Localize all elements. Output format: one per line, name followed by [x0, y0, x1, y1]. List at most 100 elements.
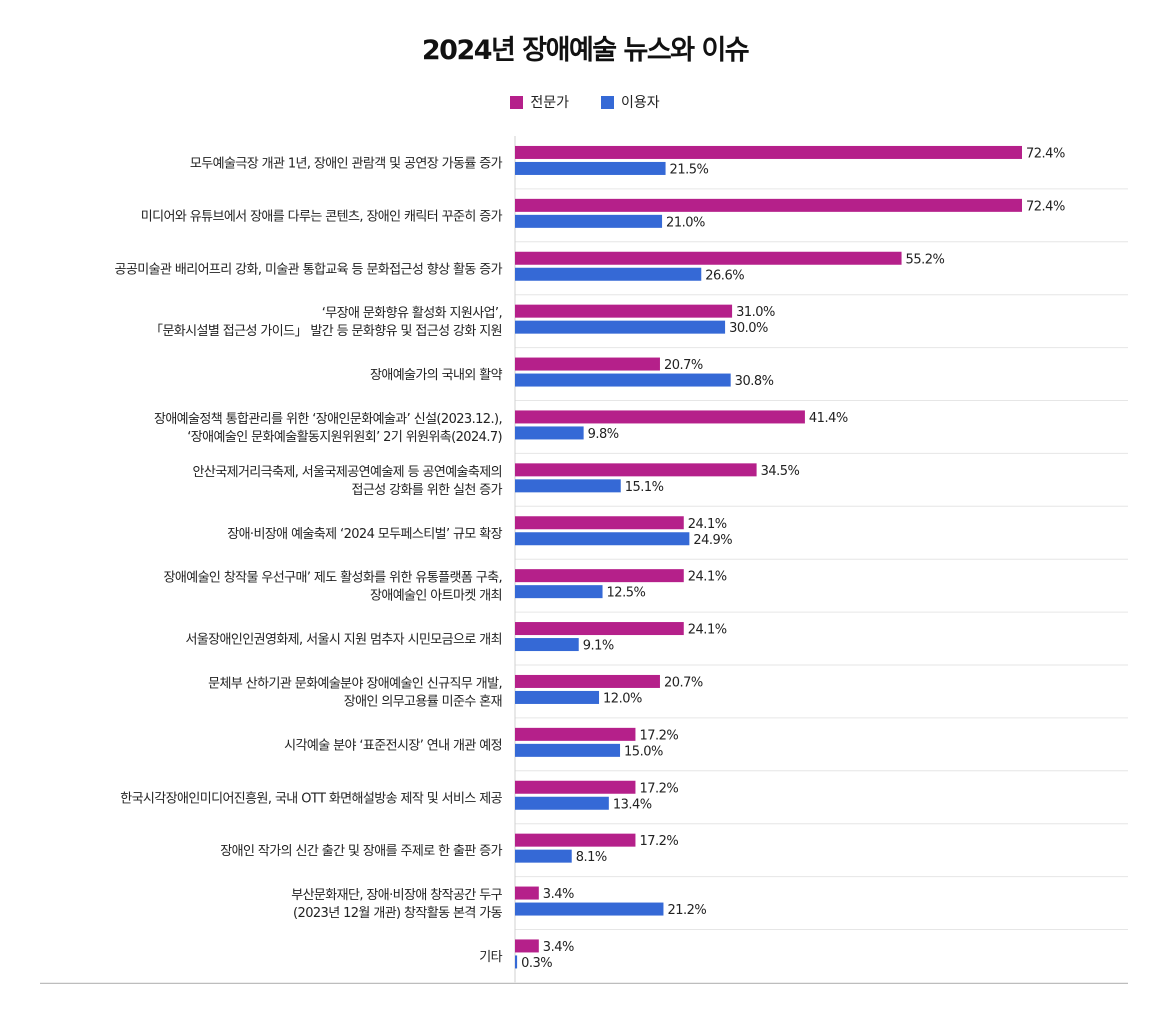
bar-expert	[515, 516, 684, 530]
bar-expert	[515, 727, 636, 741]
category-label-line: 기타	[479, 950, 502, 965]
bar-expert	[515, 780, 636, 794]
value-label-expert: 17.2%	[639, 834, 678, 849]
bar-expert	[515, 939, 539, 953]
bar-expert	[515, 304, 733, 318]
category-label: 미디어와 유튜브에서 장애를 다루는 콘텐츠, 장애인 캐릭터 꾸준히 증가	[141, 209, 503, 224]
category-label-line: 장애예술인 창작물 우선구매’ 제도 활성화를 위한 유통플랫폼 구축,	[163, 571, 502, 586]
bar-expert	[515, 622, 684, 636]
category-label-line: ‘장애예술인 문화예술활동지원위원회’ 2기 위원위촉(2024.7)	[187, 430, 502, 445]
value-label-user: 13.4%	[613, 797, 652, 812]
value-label-user: 8.1%	[576, 850, 607, 865]
bar-user	[515, 161, 666, 175]
value-label-expert: 3.4%	[543, 940, 574, 955]
legend-item-user: 이용자	[601, 92, 660, 112]
category-label: 기타	[479, 950, 502, 965]
value-label-user: 21.5%	[670, 162, 709, 177]
chart-title: 2024년 장애예술 뉴스와 이슈	[421, 35, 750, 66]
bar-user	[515, 743, 621, 757]
category-label: 문체부 산하기관 문화예술분야 장애예술인 신규직무 개발, 장애인 의무고용률 …	[208, 676, 502, 709]
value-label-expert: 17.2%	[639, 781, 678, 796]
bar-expert	[515, 410, 805, 424]
category-label: 장애예술가의 국내외 활약	[370, 368, 503, 383]
category-label-line: 장애인 의무고용률 미준수 혼재	[344, 694, 502, 709]
bar-user	[515, 320, 726, 334]
value-label-expert: 41.4%	[809, 411, 848, 426]
value-label-user: 15.0%	[624, 744, 663, 759]
category-label-line: 장애인 작가의 신간 출간 및 장애를 주제로 한 출판 증가	[220, 844, 502, 859]
category-label-line: (2023년 12월 개관) 창작활동 본격 가동	[293, 906, 503, 921]
bar-user	[515, 532, 690, 546]
value-label-expert: 3.4%	[543, 887, 574, 902]
category-label: 한국시각장애인미디어진흥원, 국내 OTT 화면해설방송 제작 및 서비스 제공	[120, 791, 502, 806]
bar-user	[515, 585, 603, 599]
legend: 전문가 이용자	[0, 92, 1170, 112]
bar-expert	[515, 198, 1022, 212]
category-label-line: 공공미술관 배리어프리 강화, 미술관 통합교육 등 문화접근성 향상 활동 증…	[115, 262, 503, 277]
category-label: 장애예술정책 통합관리를 위한 ‘장애인문화예술과’ 신설(2023.12.),…	[154, 412, 502, 445]
bar-user	[515, 214, 663, 228]
value-label-user: 30.8%	[735, 374, 774, 389]
category-label-line: 문체부 산하기관 문화예술분야 장애예술인 신규직무 개발,	[208, 676, 502, 691]
category-label-line: 장애예술정책 통합관리를 위한 ‘장애인문화예술과’ 신설(2023.12.),	[154, 412, 502, 427]
value-label-expert: 34.5%	[761, 464, 800, 479]
value-label-user: 9.1%	[583, 639, 614, 654]
bar-user	[515, 638, 579, 652]
category-label: 장애예술인 창작물 우선구매’ 제도 활성화를 위한 유통플랫폼 구축, 장애예술…	[163, 571, 502, 604]
value-label-user: 9.8%	[588, 427, 619, 442]
bar-expert	[515, 886, 539, 900]
value-label-user: 21.2%	[667, 903, 706, 918]
category-label-line: 한국시각장애인미디어진흥원, 국내 OTT 화면해설방송 제작 및 서비스 제공	[120, 791, 502, 806]
category-label-line: 부산문화재단, 장애·비장애 창작공간 두구	[291, 888, 502, 903]
category-label: 장애·비장애 예술축제 ‘2024 모두페스티벌’ 규모 확장	[227, 527, 502, 542]
legend-swatch-user	[601, 95, 614, 109]
value-label-user: 24.9%	[693, 533, 732, 548]
value-label-expert: 55.2%	[906, 252, 945, 267]
bar-user	[515, 373, 731, 387]
category-label-line: 시각예술 분야 ‘표준전시장’ 연내 개관 예정	[284, 738, 502, 753]
category-label-line: 서울장애인인권영화제, 서울시 지원 멈추자 시민모금으로 개최	[185, 633, 502, 648]
category-label-line: 「문화시설별 접근성 가이드」 발간 등 문화향유 및 접근성 강화 지원	[150, 324, 502, 339]
category-label-line: 장애예술가의 국내외 활약	[370, 368, 503, 383]
category-label-line: 장애·비장애 예술축제 ‘2024 모두페스티벌’ 규모 확장	[227, 527, 502, 542]
bar-user	[515, 849, 572, 863]
category-label: ‘무장애 문화향유 활성화 지원사업’, 「문화시설별 접근성 가이드」 발간 등…	[150, 306, 502, 339]
value-label-expert: 20.7%	[664, 358, 703, 373]
bar-expert	[515, 251, 902, 265]
category-label-line: 장애예술인 아트마켓 개최	[370, 589, 502, 604]
bar-expert	[515, 569, 684, 583]
bar-user	[515, 267, 702, 281]
value-label-expert: 24.1%	[688, 517, 727, 532]
legend-label-expert: 전문가	[530, 95, 569, 111]
bar-expert	[515, 463, 757, 477]
category-label: 부산문화재단, 장애·비장애 창작공간 두구 (2023년 12월 개관) 창작활…	[291, 888, 502, 921]
category-label: 모두예술극장 개관 1년, 장애인 관람객 및 공연장 가동률 증가	[190, 156, 503, 171]
bar-expert	[515, 357, 660, 371]
value-label-expert: 31.0%	[736, 305, 775, 320]
value-label-expert: 17.2%	[639, 728, 678, 743]
bar-user	[515, 902, 664, 916]
value-label-user: 26.6%	[705, 268, 744, 283]
bar-user	[515, 796, 609, 810]
value-label-user: 15.1%	[625, 480, 664, 495]
value-label-user: 30.0%	[729, 321, 768, 336]
bar-user	[515, 479, 621, 493]
category-label: 서울장애인인권영화제, 서울시 지원 멈추자 시민모금으로 개최	[185, 633, 502, 648]
bar-user	[515, 690, 600, 704]
value-label-expert: 24.1%	[688, 570, 727, 585]
category-label-line: ‘무장애 문화향유 활성화 지원사업’,	[322, 306, 502, 321]
legend-swatch-expert	[510, 95, 524, 109]
category-label: 공공미술관 배리어프리 강화, 미술관 통합교육 등 문화접근성 향상 활동 증…	[115, 262, 503, 277]
category-label-line: 미디어와 유튜브에서 장애를 다루는 콘텐츠, 장애인 캐릭터 꾸준히 증가	[141, 209, 503, 224]
category-label-line: 모두예술극장 개관 1년, 장애인 관람객 및 공연장 가동률 증가	[190, 156, 503, 171]
legend-label-user: 이용자	[621, 95, 660, 111]
value-label-user: 0.3%	[521, 956, 552, 971]
bar-expert	[515, 674, 660, 688]
bar-user	[515, 955, 518, 969]
value-label-expert: 24.1%	[688, 623, 727, 638]
legend-item-expert: 전문가	[510, 92, 569, 112]
category-label-line: 접근성 강화를 위한 실천 증가	[352, 483, 503, 498]
category-label: 안산국제거리극축제, 서울국제공연예술제 등 공연예술축제의 접근성 강화를 위한…	[193, 465, 503, 498]
